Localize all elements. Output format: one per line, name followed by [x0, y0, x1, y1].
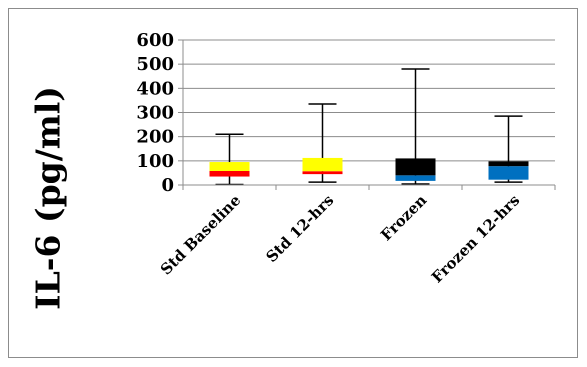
chart-frame: [8, 8, 578, 358]
boxes: [209, 68, 529, 186]
box-upper-half: [488, 161, 529, 167]
x-category-label: Std 12-hrs: [262, 191, 337, 266]
box-upper-half: [302, 157, 343, 172]
y-axis-ticks: 0 100 200 300 400 500 600: [136, 30, 184, 196]
x-category-label: Frozen: [377, 191, 430, 244]
y-tick-label: 100: [136, 151, 174, 172]
box-std-12-hrs: [302, 103, 343, 183]
x-category-label: Frozen 12-hrs: [428, 191, 523, 286]
y-tick-label: 0: [161, 175, 174, 196]
y-axis-label: IL-6 (pg/ml): [29, 86, 68, 310]
box-lower-half: [395, 175, 436, 181]
box-std-baseline: [209, 133, 250, 186]
x-category-label: Std Baseline: [157, 191, 244, 278]
box-frozen-12-hrs: [488, 115, 529, 183]
y-tick-label: 400: [136, 78, 174, 99]
box-frozen: [395, 68, 436, 185]
box-upper-half: [209, 162, 250, 171]
box-lower-half: [488, 166, 529, 180]
box-upper-half: [395, 158, 436, 176]
y-tick-label: 600: [136, 30, 174, 51]
y-tick-label: 200: [136, 127, 174, 148]
box-lower-half: [209, 170, 250, 177]
box-lower-half: [302, 171, 343, 175]
y-tick-label: 300: [136, 103, 174, 124]
y-tick-label: 500: [136, 54, 174, 75]
